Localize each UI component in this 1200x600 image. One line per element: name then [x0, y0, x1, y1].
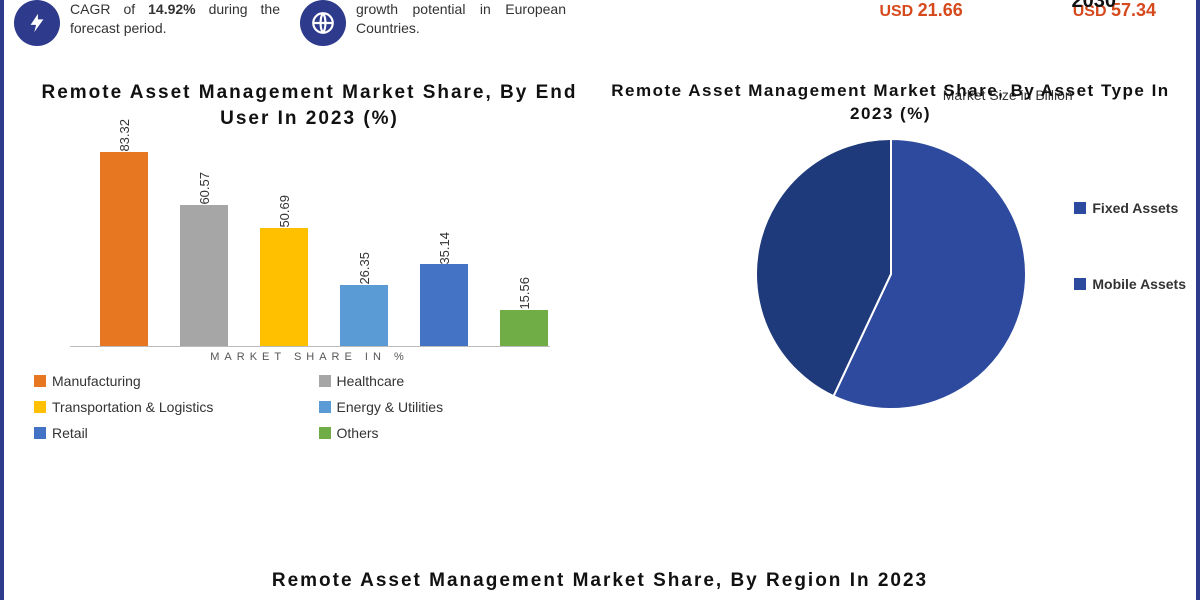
legend-label: Manufacturing [52, 373, 141, 389]
pie-chart-panel: Remote Asset Management Market Share, By… [605, 80, 1176, 441]
bar-legend-item-2: Transportation & Logistics [34, 399, 301, 415]
bar-value-label-3: 26.35 [357, 248, 371, 285]
bar-0: 83.32 [100, 152, 148, 346]
pie-legend: Fixed Assets Mobile Assets [1074, 200, 1186, 352]
legend-swatch [34, 401, 46, 413]
growth-prefix: growth potential in [356, 1, 505, 17]
bar-legend-item-1: Healthcare [319, 373, 586, 389]
bar-legend-item-4: Retail [34, 425, 301, 441]
bar-chart-title: Remote Asset Management Market Share, By… [24, 80, 595, 131]
bar-legend-item-3: Energy & Utilities [319, 399, 586, 415]
cagr-text: CAGR of 14.92% during the forecast perio… [70, 0, 280, 70]
bolt-icon [14, 0, 60, 46]
bar-value-label-2: 50.69 [277, 191, 291, 228]
pie-chart-area [751, 134, 1031, 414]
bar-2: 50.69 [260, 228, 308, 346]
legend-swatch [1074, 202, 1086, 214]
cagr-block: CAGR of 14.92% during the forecast perio… [14, 0, 280, 70]
bar-4: 35.14 [420, 264, 468, 346]
bar-value-label-1: 60.57 [197, 168, 211, 205]
usd-start-value: 21.66 [918, 0, 963, 20]
legend-swatch [319, 401, 331, 413]
top-info-row: CAGR of 14.92% during the forecast perio… [4, 0, 1196, 70]
legend-label: Retail [52, 425, 88, 441]
bar-5: 15.56 [500, 310, 548, 346]
cagr-prefix: CAGR of [70, 1, 148, 17]
bar-axis-label: MARKET SHARE IN % [24, 351, 595, 363]
pie-chart-title: Remote Asset Management Market Share, By… [605, 80, 1176, 126]
legend-label: Mobile Assets [1092, 276, 1186, 292]
bar-legend: Manufacturing Healthcare Transportation & … [24, 373, 595, 441]
legend-label: Fixed Assets [1092, 200, 1178, 216]
bar-value-label-0: 83.32 [117, 115, 131, 152]
legend-label: Others [337, 425, 379, 441]
usd-end-value: 57.34 [1111, 0, 1156, 20]
legend-label: Energy & Utilities [337, 399, 444, 415]
legend-swatch [1074, 278, 1086, 290]
pie-legend-item-0: Fixed Assets [1074, 200, 1186, 216]
bar-value-label-4: 35.14 [437, 228, 451, 265]
bar-legend-item-0: Manufacturing [34, 373, 301, 389]
market-size-block: USD 21.66 USD 57.34 Market Size in Billi… [879, 0, 1186, 70]
legend-swatch [319, 427, 331, 439]
usd-start: USD 21.66 [879, 0, 962, 21]
globe-icon [300, 0, 346, 46]
legend-swatch [34, 375, 46, 387]
bar-3: 26.35 [340, 285, 388, 346]
legend-label: Healthcare [337, 373, 405, 389]
legend-swatch [34, 427, 46, 439]
growth-text: growth potential in European Countries. [356, 0, 566, 70]
pie-legend-item-1: Mobile Assets [1074, 276, 1186, 292]
legend-swatch [319, 375, 331, 387]
growth-block: growth potential in European Countries. [300, 0, 566, 70]
legend-label: Transportation & Logistics [52, 399, 213, 415]
year-end-label: 2030 [1072, 0, 1117, 13]
usd-start-prefix: USD [879, 3, 917, 20]
bar-chart-area: 83.32 60.57 50.69 26.35 35.14 15.56 [70, 137, 550, 347]
bar-chart-panel: Remote Asset Management Market Share, By… [24, 80, 595, 441]
charts-row: Remote Asset Management Market Share, By… [4, 70, 1196, 441]
bar-1: 60.57 [180, 205, 228, 346]
bottom-region-title: Remote Asset Management Market Share, By… [4, 570, 1196, 592]
cagr-value: 14.92% [148, 1, 195, 17]
bar-legend-item-5: Others [319, 425, 586, 441]
pie-svg [751, 134, 1031, 414]
bar-value-label-5: 15.56 [517, 273, 531, 310]
